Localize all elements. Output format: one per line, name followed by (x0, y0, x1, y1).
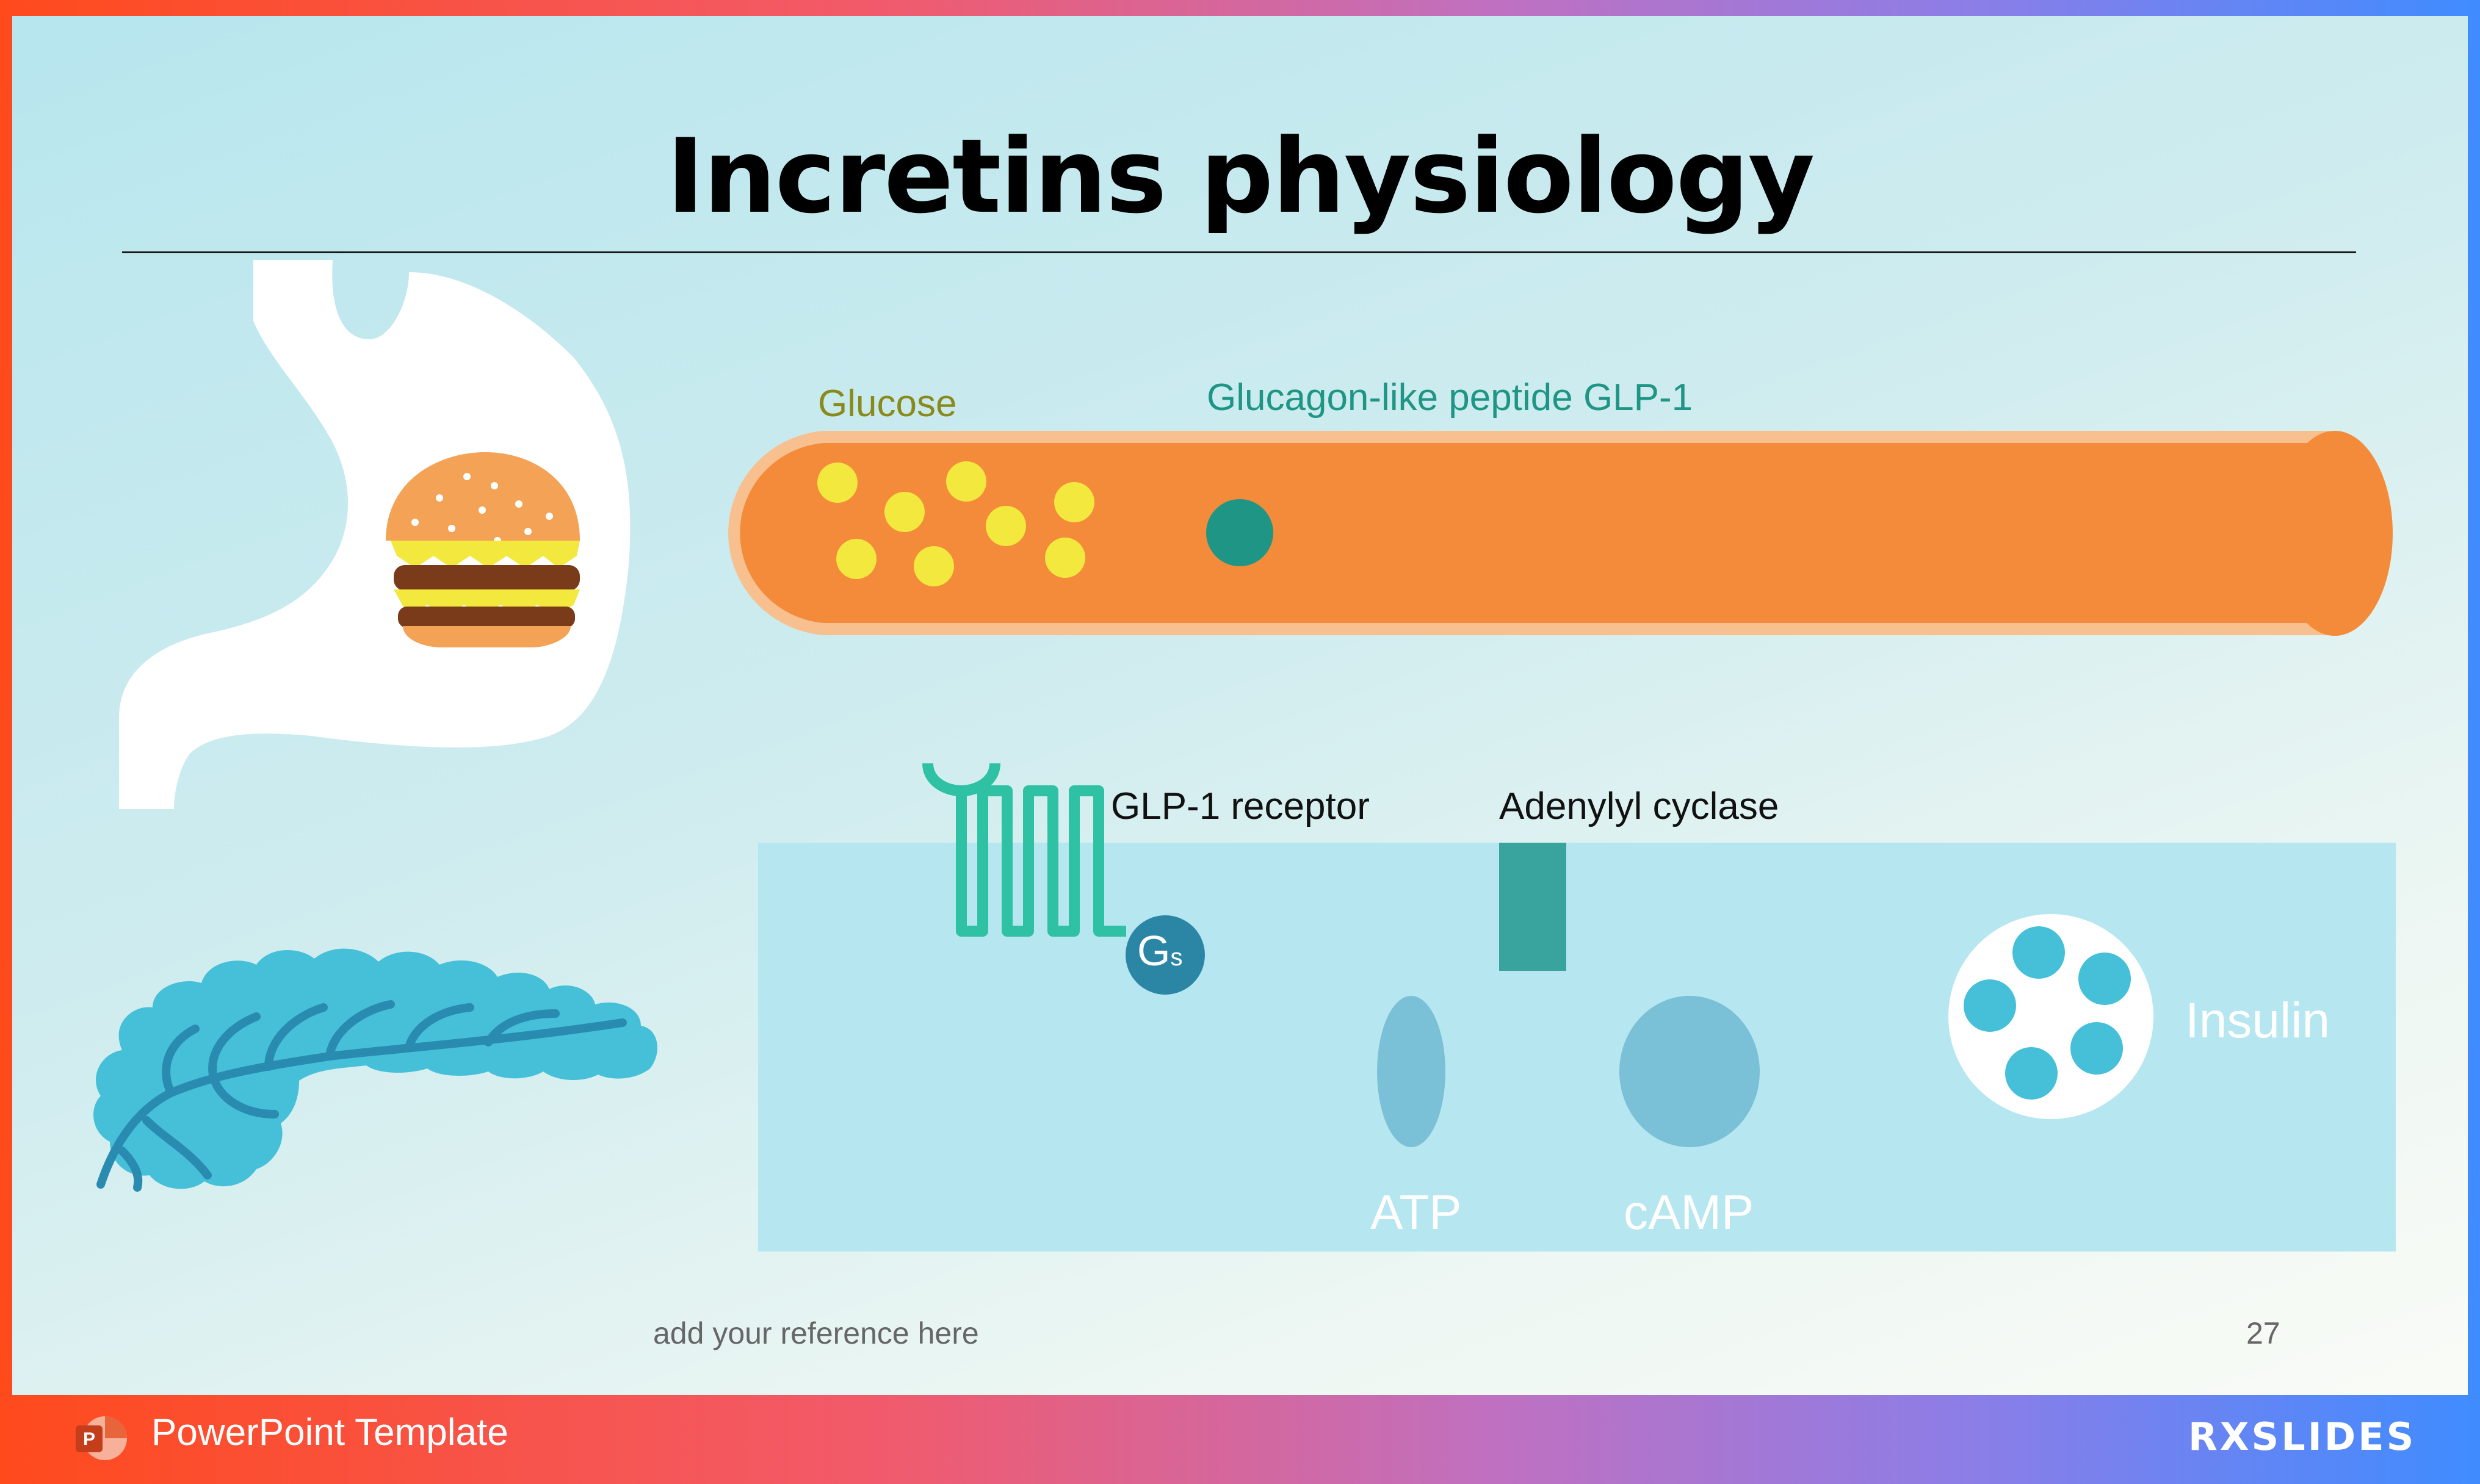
insulin-vesicle (1948, 914, 2153, 1119)
blood-vessel (728, 431, 2393, 636)
insulin-granule (2078, 953, 2131, 1005)
insulin-granule (1964, 979, 2016, 1032)
burger-icon (386, 452, 580, 647)
glp1-label: Glucagon-like peptide GLP-1 (1207, 376, 1693, 419)
glp1-receptor-icon (922, 763, 1126, 937)
adenylyl-cyclase-block (1499, 843, 1566, 971)
glucose-molecule (817, 463, 858, 503)
receptor-label: GLP-1 receptor (1111, 785, 1370, 827)
glucose-molecule (986, 506, 1026, 546)
footer-template-label: PowerPoint Template (151, 1411, 508, 1453)
title-divider (122, 251, 2356, 253)
page-number: 27 (2246, 1316, 2280, 1350)
illustration-layer (93, 260, 2393, 1192)
gs-label-sub: s (1170, 944, 1183, 971)
gs-label-main: G (1137, 927, 1171, 974)
insulin-granule (2005, 1047, 2058, 1100)
reference-text[interactable]: add your reference here (653, 1316, 979, 1350)
glucose-molecule (836, 539, 877, 579)
insulin-label: Insulin (2185, 993, 2330, 1048)
atp-label: ATP (1370, 1185, 1462, 1239)
gs-protein-icon (1126, 915, 1205, 995)
glucose-molecule (946, 461, 986, 502)
glucose-molecule (1054, 482, 1094, 522)
svg-text:P: P (83, 1429, 95, 1449)
camp-label: cAMP (1624, 1185, 1754, 1239)
cyclase-label: Adenylyl cyclase (1499, 785, 1779, 827)
brand-logo: RXSLIDES (2188, 1414, 2417, 1459)
atp-shape (1377, 996, 1445, 1147)
insulin-granule (2070, 1022, 2123, 1075)
insulin-granule (2012, 926, 2065, 979)
glucose-molecule (914, 546, 954, 586)
slide-canvas: Incretins physiology (12, 16, 2468, 1395)
slide-title: Incretins physiology (666, 117, 1815, 236)
glucose-molecule (1045, 538, 1085, 578)
glucose-molecule (884, 492, 925, 532)
glucose-label: Glucose (818, 383, 957, 425)
camp-shape (1619, 996, 1760, 1147)
gs-label: Gs (1137, 926, 1182, 975)
glucose-molecules (817, 461, 1094, 586)
stomach-icon (119, 260, 631, 809)
pancreas-icon (93, 948, 657, 1192)
glp1-molecule (1206, 499, 1273, 566)
powerpoint-icon: P (76, 1416, 127, 1460)
